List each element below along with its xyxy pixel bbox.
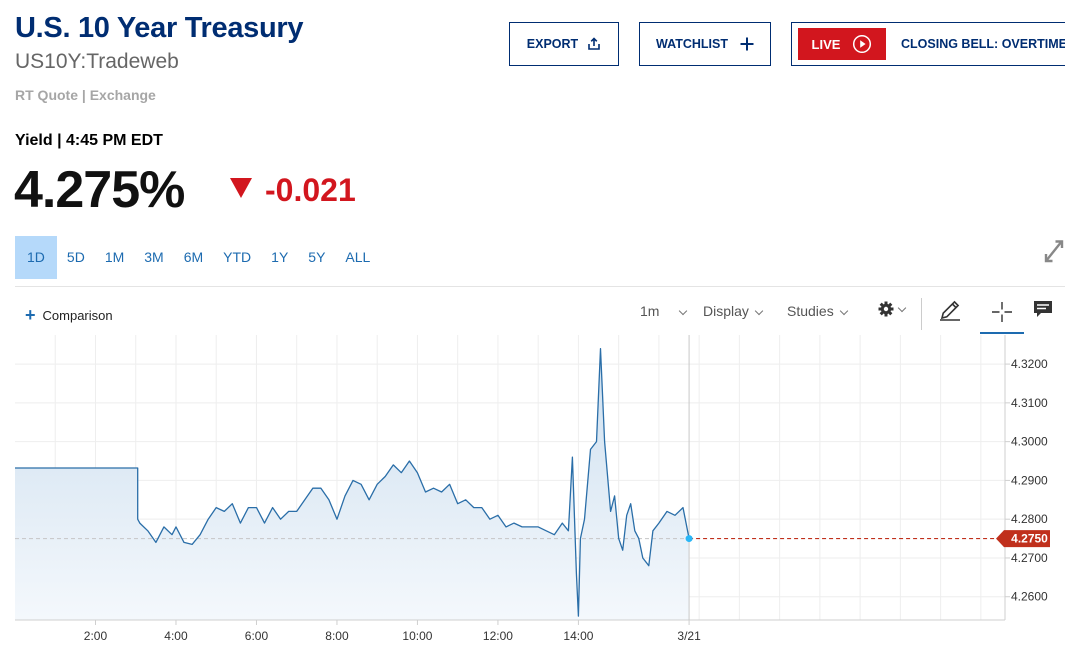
plus-icon: + <box>25 305 36 325</box>
x-tick-label: 12:00 <box>483 629 513 643</box>
price-change: -0.021 <box>265 172 356 208</box>
interval-value: 1m <box>640 303 660 319</box>
symbol-label: US10Y:Tradeweb <box>15 50 179 73</box>
x-tick-label: 6:00 <box>245 629 269 643</box>
yield-area-fill <box>15 348 690 620</box>
plus-icon <box>740 37 754 51</box>
last-price: 4.275% <box>14 161 185 219</box>
y-tick-label: 4.2700 <box>1011 551 1048 565</box>
comparison-button[interactable]: + Comparison <box>25 305 113 326</box>
export-label: EXPORT <box>526 37 579 51</box>
studies-menu[interactable]: Studies <box>787 303 848 319</box>
range-tab-5d[interactable]: 5D <box>66 249 85 265</box>
yield-timestamp: Yield | 4:45 PM EDT <box>15 132 163 149</box>
display-menu[interactable]: Display <box>703 303 764 319</box>
x-tick-label: 4:00 <box>164 629 188 643</box>
range-tab-ytd[interactable]: YTD <box>223 249 252 265</box>
y-tick-label: 4.3100 <box>1011 396 1048 410</box>
y-tick-label: 4.3000 <box>1011 435 1048 449</box>
x-tick-label: 14:00 <box>563 629 593 643</box>
toolbar-separator <box>921 298 922 330</box>
range-tab-1d[interactable]: 1D <box>15 236 57 279</box>
chevron-down-icon <box>897 303 907 313</box>
watchlist-label: WATCHLIST <box>656 37 728 51</box>
range-tab-all[interactable]: ALL <box>345 249 371 265</box>
x-axis-labels: 2:00 4:00 6:00 8:00 10:00 12:00 14:00 3/21 <box>84 629 701 643</box>
yield-line-series <box>15 347 690 617</box>
down-arrow-icon <box>230 178 252 198</box>
pencil-icon[interactable] <box>938 298 962 322</box>
comparison-label: Comparison <box>42 308 113 323</box>
yield-chart[interactable]: 4.2600 4.2700 4.2800 4.2900 4.3000 4.3100 4.32… <box>0 335 1065 666</box>
y-axis-labels: 4.2600 4.2700 4.2800 4.2900 4.3000 4.3100 4.32… <box>1011 357 1048 604</box>
chevron-down-icon <box>754 306 764 316</box>
toolbar-divider <box>15 286 1065 287</box>
time-range-tabs: 1D 5D 1M 3M 6M YTD 1Y 5Y ALL <box>15 236 380 279</box>
watchlist-button[interactable]: WATCHLIST <box>639 22 771 66</box>
x-tick-label: 8:00 <box>325 629 349 643</box>
y-tick-label: 4.2900 <box>1011 473 1048 487</box>
chevron-down-icon <box>679 306 688 316</box>
x-tick-label: 3/21 <box>677 629 701 643</box>
y-tick-label: 4.2600 <box>1011 590 1048 604</box>
last-price-badge-label: 4.2750 <box>1011 532 1048 546</box>
live-badge[interactable]: LIVE <box>798 28 886 60</box>
share-icon <box>588 37 601 50</box>
settings-menu[interactable] <box>877 300 907 318</box>
play-icon <box>853 34 872 54</box>
expand-icon[interactable] <box>1043 238 1065 264</box>
x-tick-label: 10:00 <box>402 629 432 643</box>
quote-source-label: RT Quote | Exchange <box>15 87 156 103</box>
range-tab-1m[interactable]: 1M <box>104 249 125 265</box>
display-label: Display <box>703 303 749 319</box>
studies-label: Studies <box>787 303 834 319</box>
crosshair-tool[interactable] <box>980 296 1024 334</box>
interval-select[interactable]: 1m <box>640 303 688 319</box>
y-tick-label: 4.2800 <box>1011 512 1048 526</box>
range-tab-1y[interactable]: 1Y <box>271 249 289 265</box>
last-price-badge <box>996 530 1050 548</box>
range-tab-6m[interactable]: 6M <box>183 249 204 265</box>
live-label: LIVE <box>811 36 841 52</box>
live-tv-banner[interactable]: LIVE CLOSING BELL: OVERTIME <box>791 22 1065 66</box>
range-tab-3m[interactable]: 3M <box>144 249 164 265</box>
crosshair-icon <box>992 302 1012 322</box>
x-tick-label: 2:00 <box>84 629 108 643</box>
last-price-marker <box>685 535 693 543</box>
live-show-title: CLOSING BELL: OVERTIME <box>901 37 1065 51</box>
chevron-down-icon <box>839 306 848 316</box>
range-tab-5y[interactable]: 5Y <box>308 249 326 265</box>
export-button[interactable]: EXPORT <box>509 22 619 66</box>
y-tick-label: 4.3200 <box>1011 357 1048 371</box>
comment-icon[interactable] <box>1032 298 1054 320</box>
gear-icon <box>878 301 894 317</box>
page-title: U.S. 10 Year Treasury <box>15 12 304 44</box>
